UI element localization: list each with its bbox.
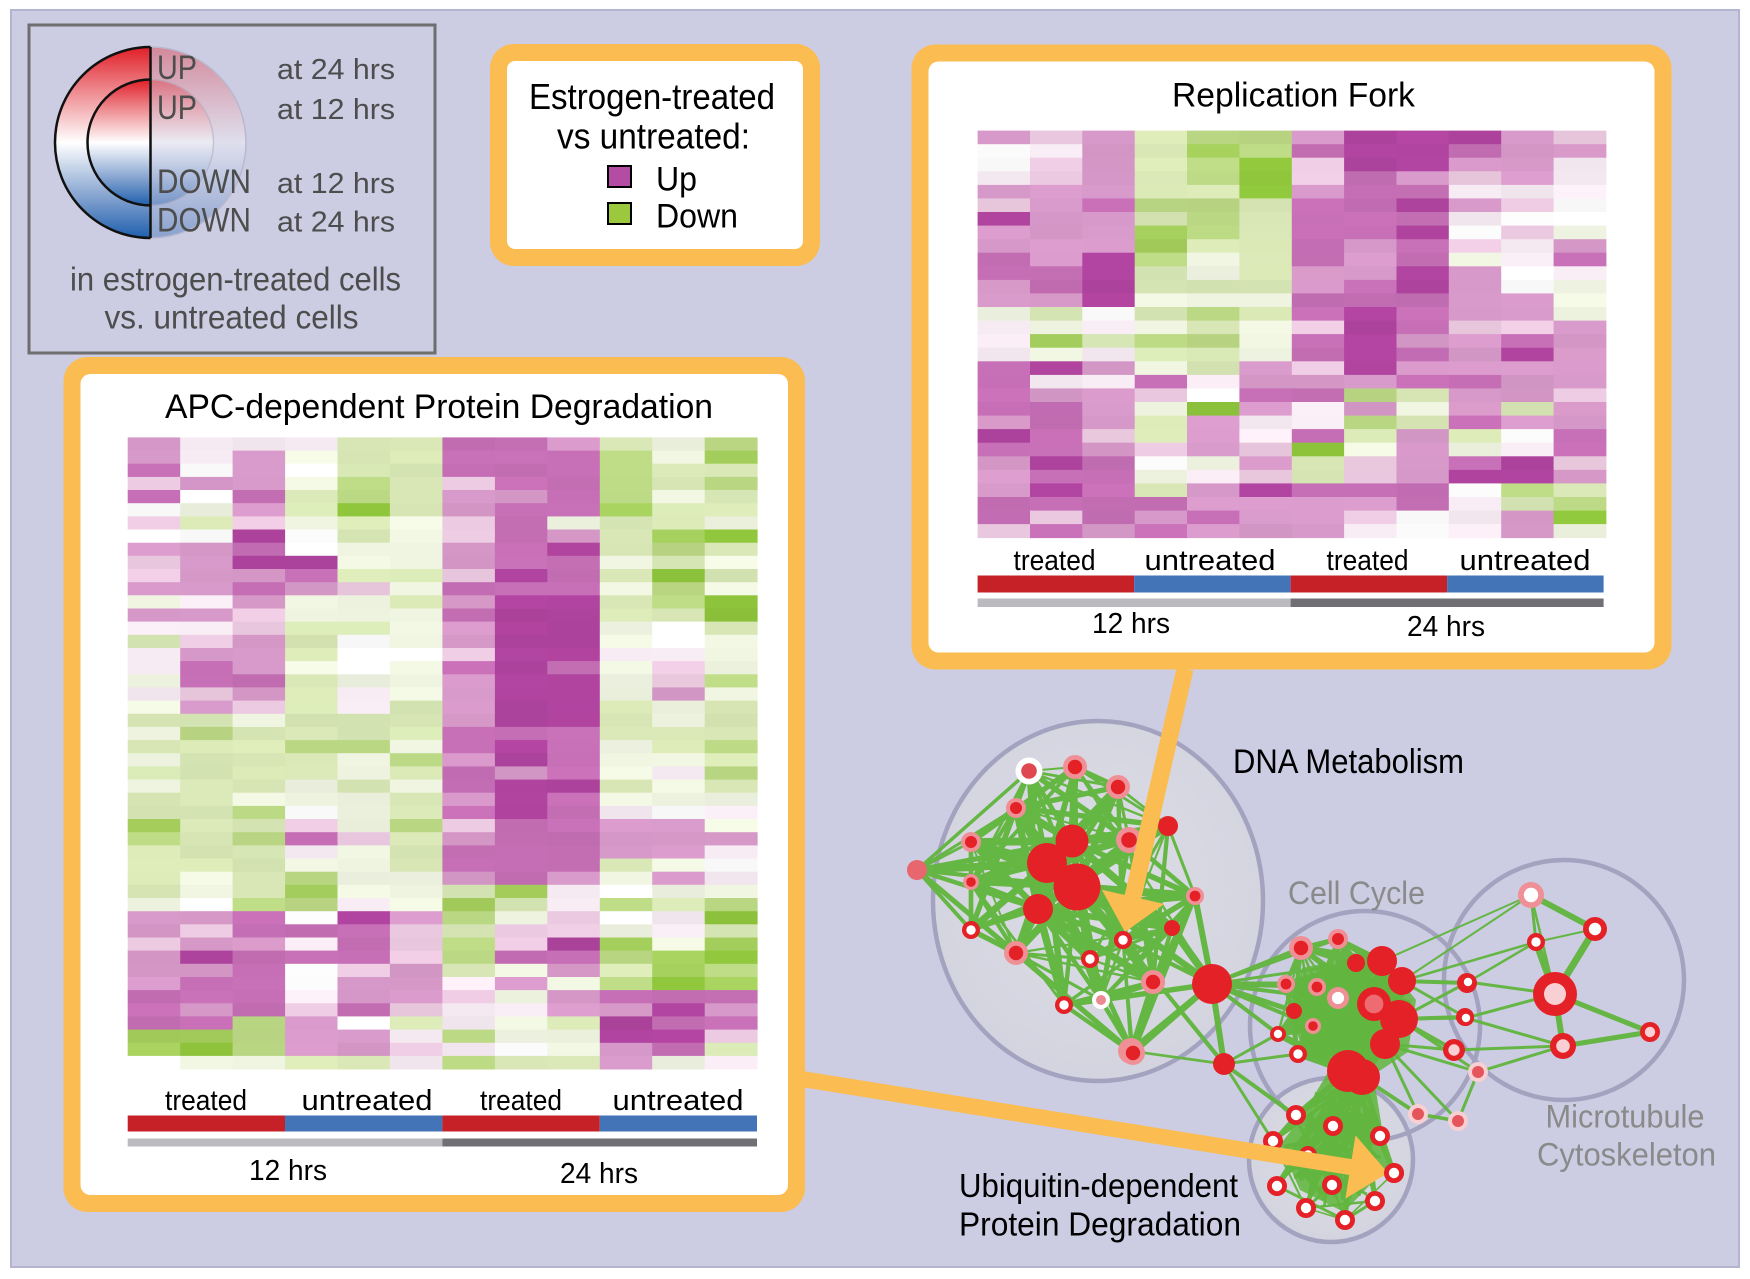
svg-text:24 hrs: 24 hrs	[1407, 611, 1485, 643]
svg-text:Down: Down	[656, 198, 738, 236]
svg-text:Protein Degradation: Protein Degradation	[959, 1206, 1241, 1243]
svg-text:vs untreated:: vs untreated:	[557, 116, 750, 157]
svg-text:UP: UP	[157, 49, 197, 87]
svg-text:untreated: untreated	[302, 1085, 433, 1117]
svg-text:12 hrs: 12 hrs	[249, 1155, 327, 1187]
svg-text:24 hrs: 24 hrs	[560, 1158, 638, 1190]
svg-text:Cell Cycle: Cell Cycle	[1288, 875, 1425, 911]
svg-text:at 12 hrs: at 12 hrs	[277, 168, 395, 200]
svg-text:DNA Metabolism: DNA Metabolism	[1233, 743, 1464, 781]
svg-text:Microtubule: Microtubule	[1546, 1099, 1705, 1135]
svg-text:Ubiquitin-dependent: Ubiquitin-dependent	[959, 1167, 1238, 1204]
svg-text:Estrogen-treated: Estrogen-treated	[529, 76, 775, 117]
svg-text:treated: treated	[480, 1085, 562, 1117]
svg-text:treated: treated	[1327, 545, 1409, 577]
svg-text:untreated: untreated	[1145, 545, 1276, 577]
svg-text:DOWN: DOWN	[157, 202, 251, 240]
svg-text:UP: UP	[157, 89, 197, 127]
svg-text:at 24 hrs: at 24 hrs	[277, 54, 395, 86]
svg-text:DOWN: DOWN	[157, 163, 251, 201]
svg-text:in estrogen-treated cells: in estrogen-treated cells	[70, 261, 401, 298]
svg-text:at 24 hrs: at 24 hrs	[277, 207, 395, 239]
svg-text:12 hrs: 12 hrs	[1092, 608, 1170, 640]
svg-text:treated: treated	[1014, 545, 1096, 577]
svg-text:APC-dependent Protein Degradat: APC-dependent Protein Degradation	[165, 388, 713, 426]
svg-text:at 12 hrs: at 12 hrs	[277, 94, 395, 126]
svg-text:untreated: untreated	[1460, 545, 1591, 577]
svg-text:untreated: untreated	[613, 1085, 744, 1117]
svg-text:Up: Up	[656, 161, 697, 199]
svg-text:vs. untreated cells: vs. untreated cells	[105, 299, 359, 336]
svg-text:Replication Fork: Replication Fork	[1172, 77, 1416, 115]
svg-text:treated: treated	[165, 1085, 247, 1117]
svg-text:Cytoskeleton: Cytoskeleton	[1537, 1137, 1716, 1173]
